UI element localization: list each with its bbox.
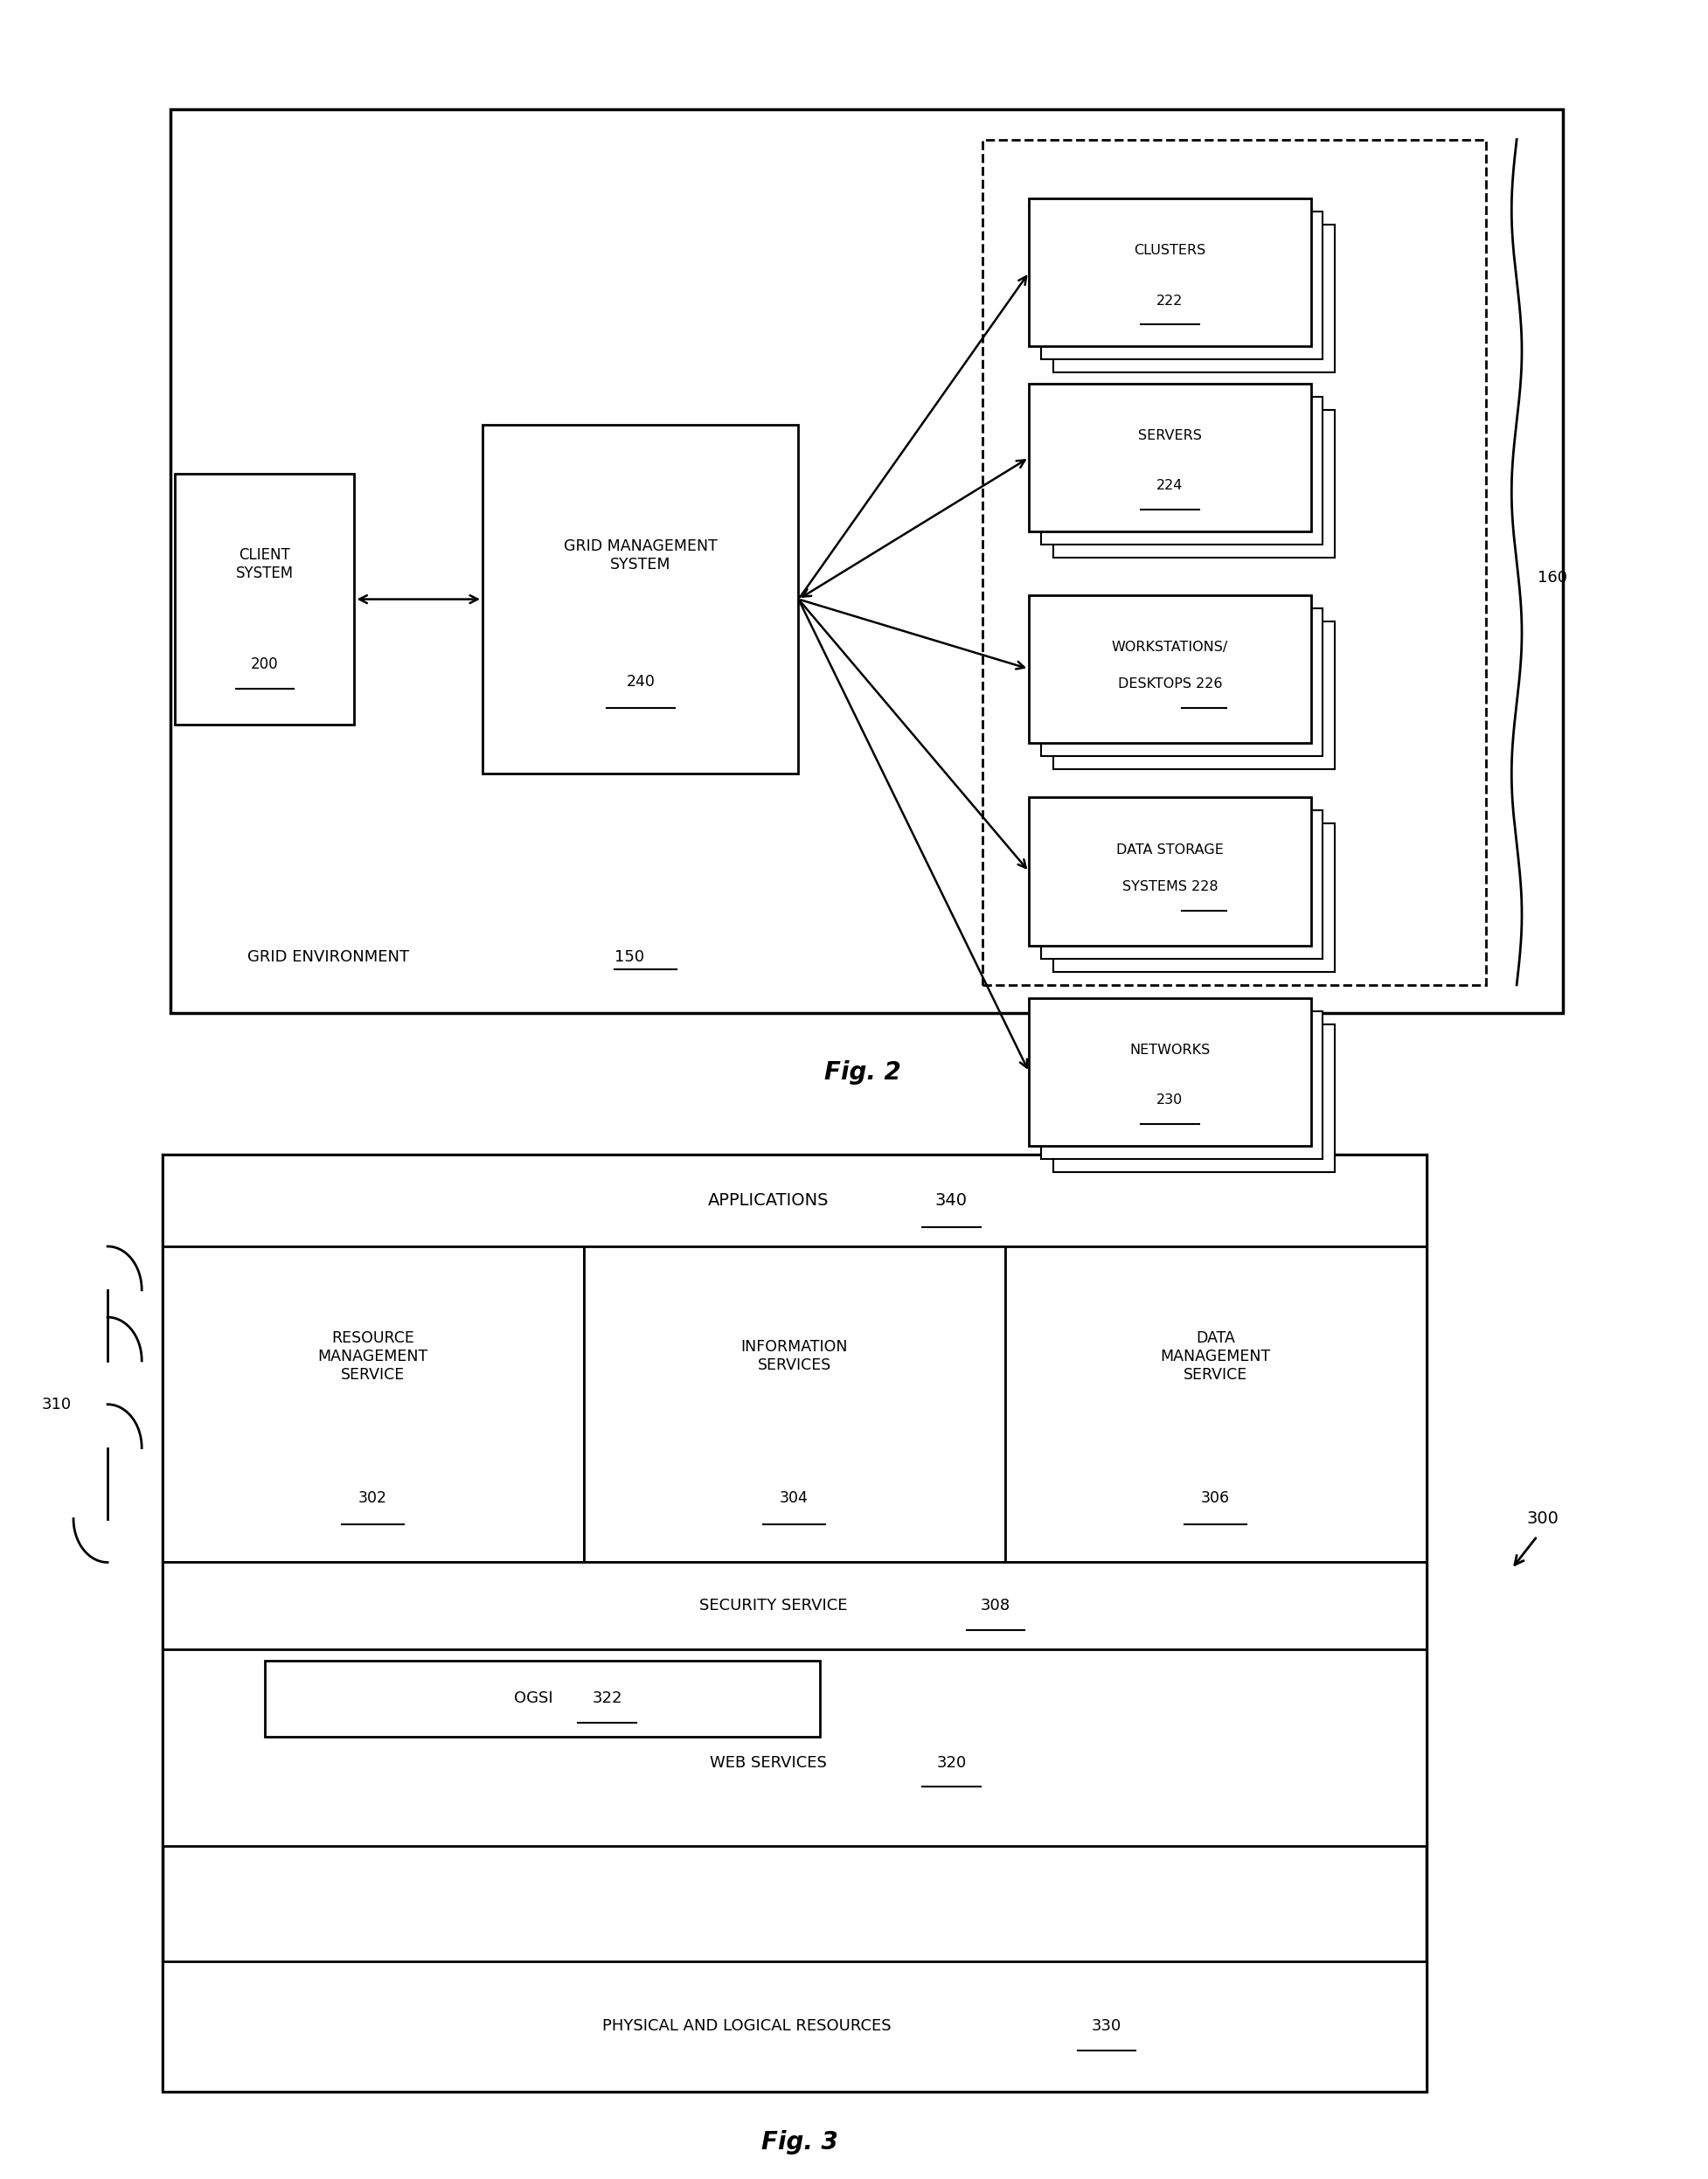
Text: DESKTOPS 226: DESKTOPS 226	[1117, 678, 1223, 691]
Text: 308: 308	[980, 1597, 1011, 1615]
Text: GRID ENVIRONMENT: GRID ENVIRONMENT	[248, 950, 410, 965]
FancyBboxPatch shape	[1052, 1024, 1336, 1172]
Text: 160: 160	[1537, 569, 1566, 586]
Text: 310: 310	[41, 1397, 72, 1412]
Text: 200: 200	[251, 656, 278, 673]
FancyBboxPatch shape	[1052, 224, 1336, 373]
Text: RESOURCE
MANAGEMENT
SERVICE: RESOURCE MANAGEMENT SERVICE	[318, 1331, 429, 1381]
Text: WORKSTATIONS/: WORKSTATIONS/	[1112, 641, 1228, 654]
Text: 224: 224	[1156, 479, 1184, 492]
Text: APPLICATIONS: APPLICATIONS	[709, 1192, 828, 1209]
FancyBboxPatch shape	[162, 1246, 584, 1562]
Text: 322: 322	[593, 1691, 622, 1706]
FancyBboxPatch shape	[1042, 1011, 1324, 1159]
Text: 340: 340	[936, 1192, 967, 1209]
Text: SECURITY SERVICE: SECURITY SERVICE	[700, 1597, 847, 1615]
FancyBboxPatch shape	[1028, 595, 1312, 743]
FancyBboxPatch shape	[162, 1155, 1426, 1246]
FancyBboxPatch shape	[482, 425, 798, 774]
Text: 306: 306	[1201, 1490, 1230, 1506]
Text: OGSI: OGSI	[514, 1691, 553, 1706]
FancyBboxPatch shape	[1028, 384, 1312, 532]
Text: DATA
MANAGEMENT
SERVICE: DATA MANAGEMENT SERVICE	[1160, 1331, 1271, 1381]
Text: DATA STORAGE: DATA STORAGE	[1117, 843, 1223, 856]
Text: Fig. 3: Fig. 3	[762, 2129, 837, 2155]
FancyBboxPatch shape	[1042, 397, 1324, 545]
FancyBboxPatch shape	[171, 109, 1563, 1013]
FancyBboxPatch shape	[1042, 608, 1324, 756]
Text: WEB SERVICES: WEB SERVICES	[711, 1754, 827, 1772]
FancyBboxPatch shape	[1028, 798, 1312, 946]
FancyBboxPatch shape	[162, 1155, 1426, 2092]
Text: 304: 304	[781, 1490, 808, 1506]
Text: PHYSICAL AND LOGICAL RESOURCES: PHYSICAL AND LOGICAL RESOURCES	[601, 2018, 892, 2035]
Text: INFORMATION
SERVICES: INFORMATION SERVICES	[741, 1340, 847, 1373]
Text: 230: 230	[1156, 1094, 1184, 1107]
Text: 320: 320	[936, 1754, 967, 1772]
Text: Fig. 2: Fig. 2	[825, 1059, 900, 1085]
FancyBboxPatch shape	[1052, 621, 1336, 769]
Text: 300: 300	[1527, 1510, 1558, 1527]
FancyBboxPatch shape	[1052, 410, 1336, 558]
Text: SYSTEMS 228: SYSTEMS 228	[1122, 880, 1218, 893]
FancyBboxPatch shape	[265, 1660, 820, 1737]
Text: 222: 222	[1156, 294, 1184, 307]
Text: CLIENT
SYSTEM: CLIENT SYSTEM	[236, 547, 294, 582]
FancyBboxPatch shape	[1052, 824, 1336, 972]
Text: GRID MANAGEMENT
SYSTEM: GRID MANAGEMENT SYSTEM	[564, 538, 717, 573]
FancyBboxPatch shape	[162, 1562, 1426, 1650]
Text: CLUSTERS: CLUSTERS	[1134, 244, 1206, 257]
FancyBboxPatch shape	[1028, 198, 1312, 346]
FancyBboxPatch shape	[162, 1650, 1426, 1846]
Text: 240: 240	[627, 673, 654, 691]
FancyBboxPatch shape	[1042, 811, 1324, 959]
FancyBboxPatch shape	[1028, 998, 1312, 1146]
Text: NETWORKS: NETWORKS	[1129, 1044, 1211, 1057]
FancyBboxPatch shape	[584, 1246, 1004, 1562]
Text: SERVERS: SERVERS	[1138, 429, 1202, 442]
FancyBboxPatch shape	[174, 475, 355, 726]
Text: 302: 302	[359, 1490, 388, 1506]
FancyBboxPatch shape	[162, 1961, 1426, 2092]
Text: 150: 150	[615, 950, 644, 965]
FancyBboxPatch shape	[982, 139, 1486, 985]
Text: 330: 330	[1091, 2018, 1122, 2035]
FancyBboxPatch shape	[1042, 211, 1324, 360]
FancyBboxPatch shape	[1004, 1246, 1426, 1562]
